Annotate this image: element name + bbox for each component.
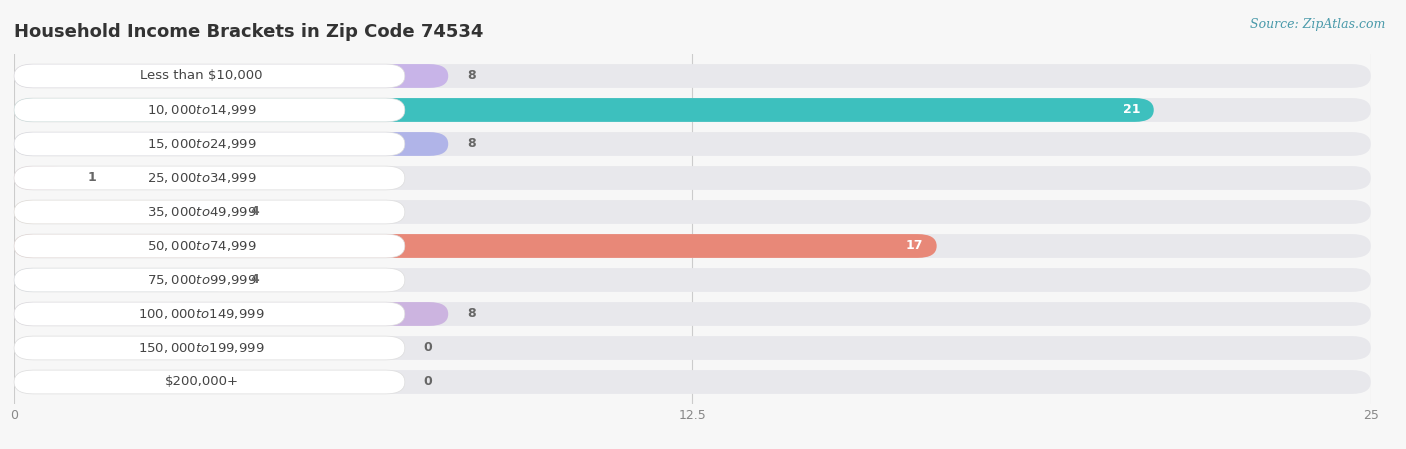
FancyBboxPatch shape <box>14 200 231 224</box>
FancyBboxPatch shape <box>14 302 1371 326</box>
FancyBboxPatch shape <box>14 302 449 326</box>
FancyBboxPatch shape <box>14 64 1371 88</box>
FancyBboxPatch shape <box>14 132 449 156</box>
FancyBboxPatch shape <box>14 64 449 88</box>
Text: 17: 17 <box>905 239 924 252</box>
FancyBboxPatch shape <box>14 98 1154 122</box>
FancyBboxPatch shape <box>14 336 1371 360</box>
FancyBboxPatch shape <box>14 64 405 88</box>
Text: $25,000 to $34,999: $25,000 to $34,999 <box>146 171 256 185</box>
FancyBboxPatch shape <box>14 132 405 156</box>
FancyBboxPatch shape <box>14 234 936 258</box>
Text: Source: ZipAtlas.com: Source: ZipAtlas.com <box>1250 18 1385 31</box>
Text: $200,000+: $200,000+ <box>165 375 239 388</box>
Text: $15,000 to $24,999: $15,000 to $24,999 <box>146 137 256 151</box>
Text: 8: 8 <box>467 308 475 321</box>
Text: 4: 4 <box>250 273 259 286</box>
Text: $10,000 to $14,999: $10,000 to $14,999 <box>146 103 256 117</box>
FancyBboxPatch shape <box>14 132 1371 156</box>
FancyBboxPatch shape <box>14 268 1371 292</box>
FancyBboxPatch shape <box>14 166 69 190</box>
Text: Less than $10,000: Less than $10,000 <box>141 70 263 83</box>
FancyBboxPatch shape <box>14 166 1371 190</box>
Text: $150,000 to $199,999: $150,000 to $199,999 <box>138 341 264 355</box>
FancyBboxPatch shape <box>14 302 405 326</box>
FancyBboxPatch shape <box>14 200 1371 224</box>
Text: 1: 1 <box>87 172 96 185</box>
FancyBboxPatch shape <box>14 234 1371 258</box>
FancyBboxPatch shape <box>14 98 405 122</box>
FancyBboxPatch shape <box>14 234 405 258</box>
Text: 0: 0 <box>423 342 433 355</box>
Text: $100,000 to $149,999: $100,000 to $149,999 <box>138 307 264 321</box>
Text: 8: 8 <box>467 137 475 150</box>
Text: 8: 8 <box>467 70 475 83</box>
FancyBboxPatch shape <box>14 98 1371 122</box>
FancyBboxPatch shape <box>14 370 405 394</box>
Text: Household Income Brackets in Zip Code 74534: Household Income Brackets in Zip Code 74… <box>14 23 484 41</box>
Text: 21: 21 <box>1123 103 1140 116</box>
FancyBboxPatch shape <box>14 336 405 360</box>
Text: $35,000 to $49,999: $35,000 to $49,999 <box>146 205 256 219</box>
Text: $50,000 to $74,999: $50,000 to $74,999 <box>146 239 256 253</box>
Text: 4: 4 <box>250 206 259 219</box>
FancyBboxPatch shape <box>14 268 231 292</box>
Text: $75,000 to $99,999: $75,000 to $99,999 <box>146 273 256 287</box>
FancyBboxPatch shape <box>14 166 405 190</box>
FancyBboxPatch shape <box>14 370 1371 394</box>
FancyBboxPatch shape <box>14 268 405 292</box>
Text: 0: 0 <box>423 375 433 388</box>
FancyBboxPatch shape <box>14 200 405 224</box>
